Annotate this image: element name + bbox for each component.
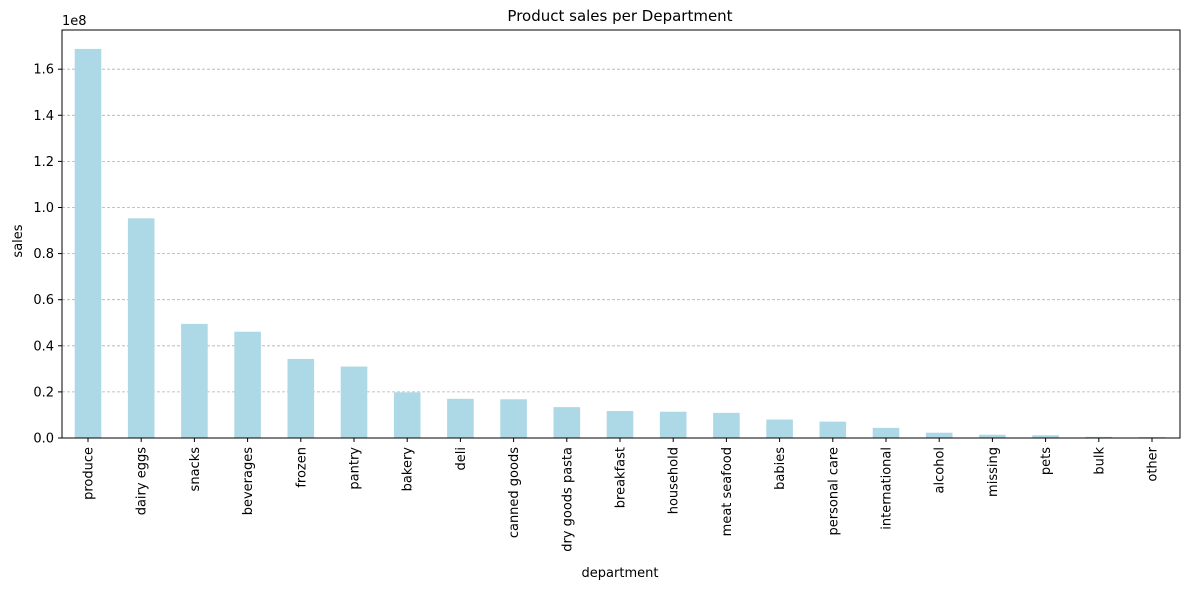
bar-breakfast: [606, 411, 634, 438]
x-tick-label: personal care: [826, 447, 841, 535]
x-tick-label: breakfast: [614, 447, 629, 508]
x-tick-label: produce: [82, 447, 97, 500]
grid-lines: [62, 68, 1180, 393]
x-tick-label: beverages: [241, 447, 256, 516]
y-axis-label: sales: [11, 224, 26, 257]
bar-bulk: [1085, 436, 1113, 438]
bar-canned-goods: [500, 399, 527, 438]
bar-meat-seafood: [713, 412, 740, 438]
y-tick-label: 0.6: [33, 293, 54, 308]
y-axis-multiplier: 1e8: [62, 14, 87, 29]
x-tick-label: dry goods pasta: [560, 447, 575, 552]
x-tick-label: meat seafood: [720, 447, 735, 536]
x-tick-label: missing: [986, 447, 1001, 497]
x-tick-label: alcohol: [933, 447, 948, 493]
x-tick-label: pantry: [348, 447, 363, 490]
bar-missing: [979, 434, 1006, 438]
bar-pantry: [340, 366, 368, 438]
x-tick-label: snacks: [188, 447, 203, 492]
y-tick-label: 0.4: [33, 339, 54, 354]
bar-snacks: [181, 323, 208, 438]
x-tick-label: frozen: [294, 447, 309, 488]
x-tick-label: pets: [1039, 447, 1054, 475]
x-tick-label: canned goods: [507, 447, 522, 538]
bar-frozen: [287, 358, 315, 438]
x-tick-label: household: [667, 447, 682, 514]
x-tick-label: other: [1146, 446, 1161, 481]
x-tick-label: bulk: [1092, 447, 1107, 475]
y-tick-label: 1.4: [33, 109, 54, 124]
y-tick-label: 0.0: [33, 432, 54, 447]
bars: [74, 48, 1166, 438]
x-tick-label: international: [880, 447, 895, 530]
bar-beverages: [234, 331, 261, 438]
bar-international: [872, 427, 900, 438]
y-tick-label: 0.2: [33, 385, 54, 400]
x-axis-label: department: [582, 566, 659, 581]
y-tick-label: 1.2: [33, 155, 54, 170]
x-tick-label: babies: [773, 447, 788, 490]
bar-dry-goods-pasta: [553, 407, 581, 438]
bar-produce: [74, 48, 102, 438]
y-tick-label: 0.8: [33, 247, 54, 262]
y-tick-label: 1.0: [33, 201, 54, 216]
bar-alcohol: [925, 432, 953, 438]
bar-personal-care: [819, 421, 847, 438]
bar-deli: [447, 398, 474, 438]
bar-babies: [766, 419, 793, 438]
bar-household: [659, 411, 687, 438]
x-tick-label: deli: [454, 447, 469, 470]
bar-dairy-eggs: [127, 218, 155, 438]
y-axis-ticks: 0.0 0.2 0.4 0.6 0.8 1.0 1.2 1.4 1.6: [33, 63, 62, 447]
plot-frame: [61, 29, 1181, 439]
chart-title: Product sales per Department: [507, 7, 732, 25]
x-tick-label: dairy eggs: [135, 447, 150, 516]
x-tick-label: bakery: [401, 447, 416, 492]
bar-pets: [1032, 435, 1059, 438]
bar-bakery: [393, 392, 421, 438]
y-tick-label: 1.6: [33, 63, 54, 78]
x-axis-ticks: produce dairy eggs snacks beverages frozen pa…: [82, 438, 1161, 552]
